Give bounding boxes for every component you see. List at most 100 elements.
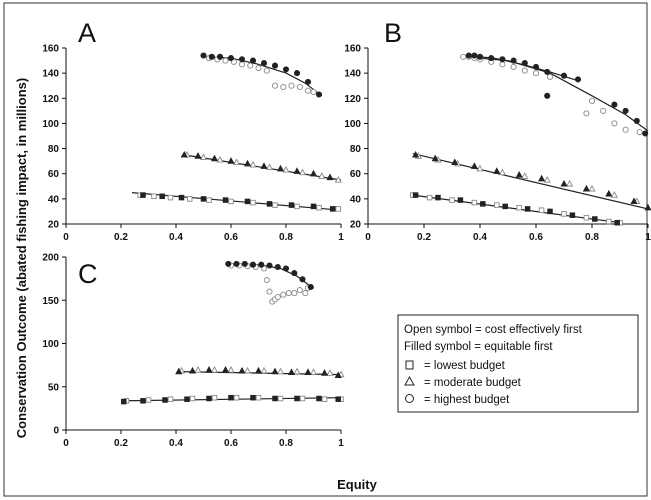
point-circle-open-b	[636, 129, 643, 136]
point-triangle-filled-b	[515, 171, 523, 178]
point-circle-filled-b	[532, 63, 540, 70]
trendline-b	[412, 153, 649, 210]
point-square-open-b	[494, 202, 500, 208]
point-square-filled-c	[316, 395, 322, 402]
point-triangle-open-a	[318, 172, 326, 179]
point-circle-open-a	[255, 65, 262, 72]
point-square-filled-b	[547, 208, 553, 215]
panel-c: C 0 0.2 0.4 0.6 0.8 1 0 50 100 150 200	[42, 253, 345, 449]
point-triangle-open-c	[210, 366, 219, 373]
y-tick-label-b: 100	[344, 119, 361, 130]
point-square-filled-a	[310, 203, 317, 210]
point-square-open-a	[272, 202, 278, 208]
y-tick-label-a: 80	[48, 144, 60, 155]
point-circle-filled-a	[227, 55, 235, 62]
point-triangle-filled-b	[451, 158, 459, 166]
point-square-open-c	[211, 394, 218, 401]
point-circle-open-a	[238, 61, 246, 68]
point-triangle-filled-c	[188, 366, 197, 374]
y-tick-label-b: 160	[344, 44, 361, 55]
y-tick-label-a: 140	[42, 69, 59, 80]
point-triangle-open-a	[265, 163, 274, 171]
point-triangle-filled-a	[309, 169, 318, 177]
point-triangle-open-a	[216, 155, 224, 163]
y-tick-label-c: 50	[48, 382, 60, 393]
panel-label-c: C	[78, 259, 98, 289]
point-circle-filled-c	[291, 270, 298, 277]
point-triangle-filled-b	[630, 197, 638, 205]
point-circle-filled-c	[233, 260, 240, 267]
point-circle-open-b	[611, 120, 618, 127]
point-triangle-filled-b	[493, 167, 501, 174]
point-square-open-c	[277, 395, 284, 402]
point-square-filled-b	[502, 203, 508, 210]
point-circle-filled-b	[642, 130, 649, 137]
point-circle-filled-c	[241, 260, 248, 267]
point-triangle-filled-a	[293, 167, 301, 174]
point-circle-filled-a	[293, 70, 301, 77]
point-square-open-c	[321, 396, 328, 402]
y-tick-label-c: 0	[53, 426, 59, 437]
x-tick-label-a: 0.4	[169, 232, 183, 243]
trendline-a	[131, 192, 342, 211]
point-circle-open-a	[247, 62, 254, 69]
legend: Open symbol = cost effectively first Fil…	[397, 314, 639, 413]
point-circle-filled-c	[249, 261, 257, 268]
x-tick-label-b: 0.4	[473, 232, 487, 243]
point-square-open-b	[449, 197, 455, 203]
point-circle-open-a	[288, 82, 295, 89]
point-triangle-open-a	[298, 168, 307, 176]
point-circle-filled-b	[510, 57, 517, 64]
point-circle-open-b	[510, 63, 517, 70]
y-tick-label-b: 120	[344, 94, 361, 105]
point-triangle-filled-c	[205, 366, 213, 373]
legend-item-moderate: = moderate budget	[424, 377, 522, 389]
point-triangle-open-b	[588, 184, 596, 192]
point-square-filled-b	[480, 201, 486, 207]
point-triangle-open-c	[326, 369, 334, 376]
y-tick-label-b: 20	[350, 220, 362, 231]
point-square-filled-a	[178, 194, 185, 201]
point-circle-open-a	[304, 87, 312, 94]
point-circle-open-a	[310, 88, 317, 96]
point-square-filled-a	[288, 202, 295, 208]
point-circle-filled-c	[258, 261, 265, 268]
point-triangle-filled-c	[254, 366, 263, 374]
point-square-open-a	[206, 197, 212, 203]
point-circle-open-b	[622, 126, 629, 133]
point-square-filled-c	[184, 396, 190, 402]
point-circle-filled-b	[471, 52, 478, 59]
point-circle-filled-c	[282, 265, 290, 272]
point-square-filled-c	[335, 396, 341, 402]
legend-line-filled: Filled symbol = equitable first	[404, 341, 553, 353]
point-circle-filled-c	[307, 283, 314, 291]
point-square-open-a	[316, 204, 322, 211]
x-tick-label-a: 0.2	[114, 232, 128, 243]
point-circle-filled-c	[266, 262, 273, 269]
y-tick-label-a: 20	[48, 220, 60, 231]
point-circle-open-b	[521, 67, 528, 74]
x-tick-label-c: 0	[63, 438, 69, 449]
point-circle-filled-b	[521, 60, 528, 67]
point-square-open-c	[167, 396, 174, 402]
point-circle-filled-a	[271, 62, 279, 69]
x-tick-label-b: 0.6	[529, 232, 543, 243]
point-triangle-filled-c	[271, 367, 279, 375]
point-square-open-b	[561, 211, 567, 217]
point-triangle-open-a	[249, 160, 257, 168]
point-circle-filled-b	[476, 53, 484, 60]
legend-square-icon	[405, 360, 414, 370]
point-square-open-a	[294, 203, 300, 210]
point-circle-filled-b	[488, 55, 495, 62]
point-circle-open-a	[271, 82, 279, 89]
point-circle-filled-a	[260, 60, 268, 67]
point-circle-open-c	[296, 287, 303, 294]
point-circle-filled-c	[274, 263, 281, 271]
x-tick-label-c: 0.8	[279, 438, 293, 449]
point-circle-filled-a	[282, 66, 290, 73]
point-square-open-c	[255, 394, 262, 401]
point-triangle-open-b	[521, 172, 529, 179]
point-triangle-open-c	[260, 366, 268, 374]
point-triangle-filled-c	[320, 369, 329, 376]
point-circle-filled-a	[315, 91, 323, 98]
